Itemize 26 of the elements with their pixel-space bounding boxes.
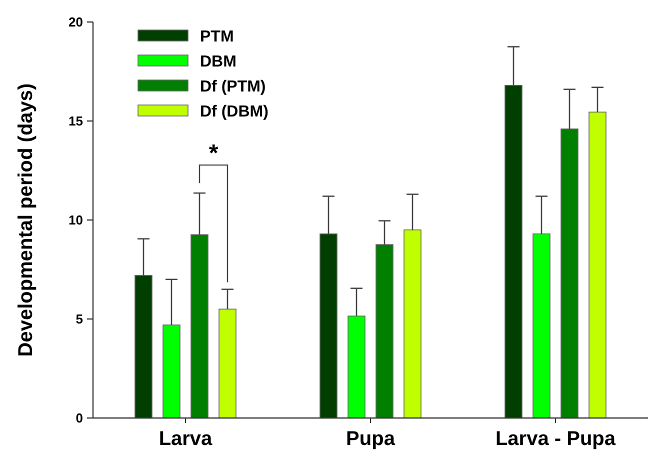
x-tick-label: Larva bbox=[158, 428, 214, 450]
y-tick-label: 5 bbox=[76, 312, 83, 327]
y-tick-label: 15 bbox=[68, 114, 83, 129]
y-axis-title: Developmental period (days) bbox=[15, 83, 37, 357]
x-tick-label: Larva - Pupa bbox=[495, 428, 616, 450]
legend-label: DBM bbox=[200, 54, 236, 71]
legend-label: Df (DBM) bbox=[200, 104, 268, 121]
legend-label: Df (PTM) bbox=[200, 78, 266, 96]
x-tick-label: Pupa bbox=[346, 428, 396, 450]
bar bbox=[404, 230, 422, 418]
bar bbox=[348, 316, 366, 418]
y-tick-label: 20 bbox=[68, 14, 83, 30]
annotation: * bbox=[208, 140, 219, 168]
y-tick-label: 0 bbox=[76, 410, 83, 426]
bar bbox=[162, 324, 180, 418]
bar bbox=[320, 233, 338, 418]
bar bbox=[560, 128, 578, 418]
bar bbox=[504, 84, 522, 418]
bar bbox=[532, 233, 550, 418]
y-tick-label: 10 bbox=[68, 212, 83, 228]
bar bbox=[588, 112, 606, 418]
legend-label: PTM bbox=[200, 28, 234, 46]
bar bbox=[218, 308, 236, 418]
bar bbox=[376, 244, 394, 418]
bar bbox=[134, 275, 152, 418]
bar bbox=[190, 234, 208, 418]
